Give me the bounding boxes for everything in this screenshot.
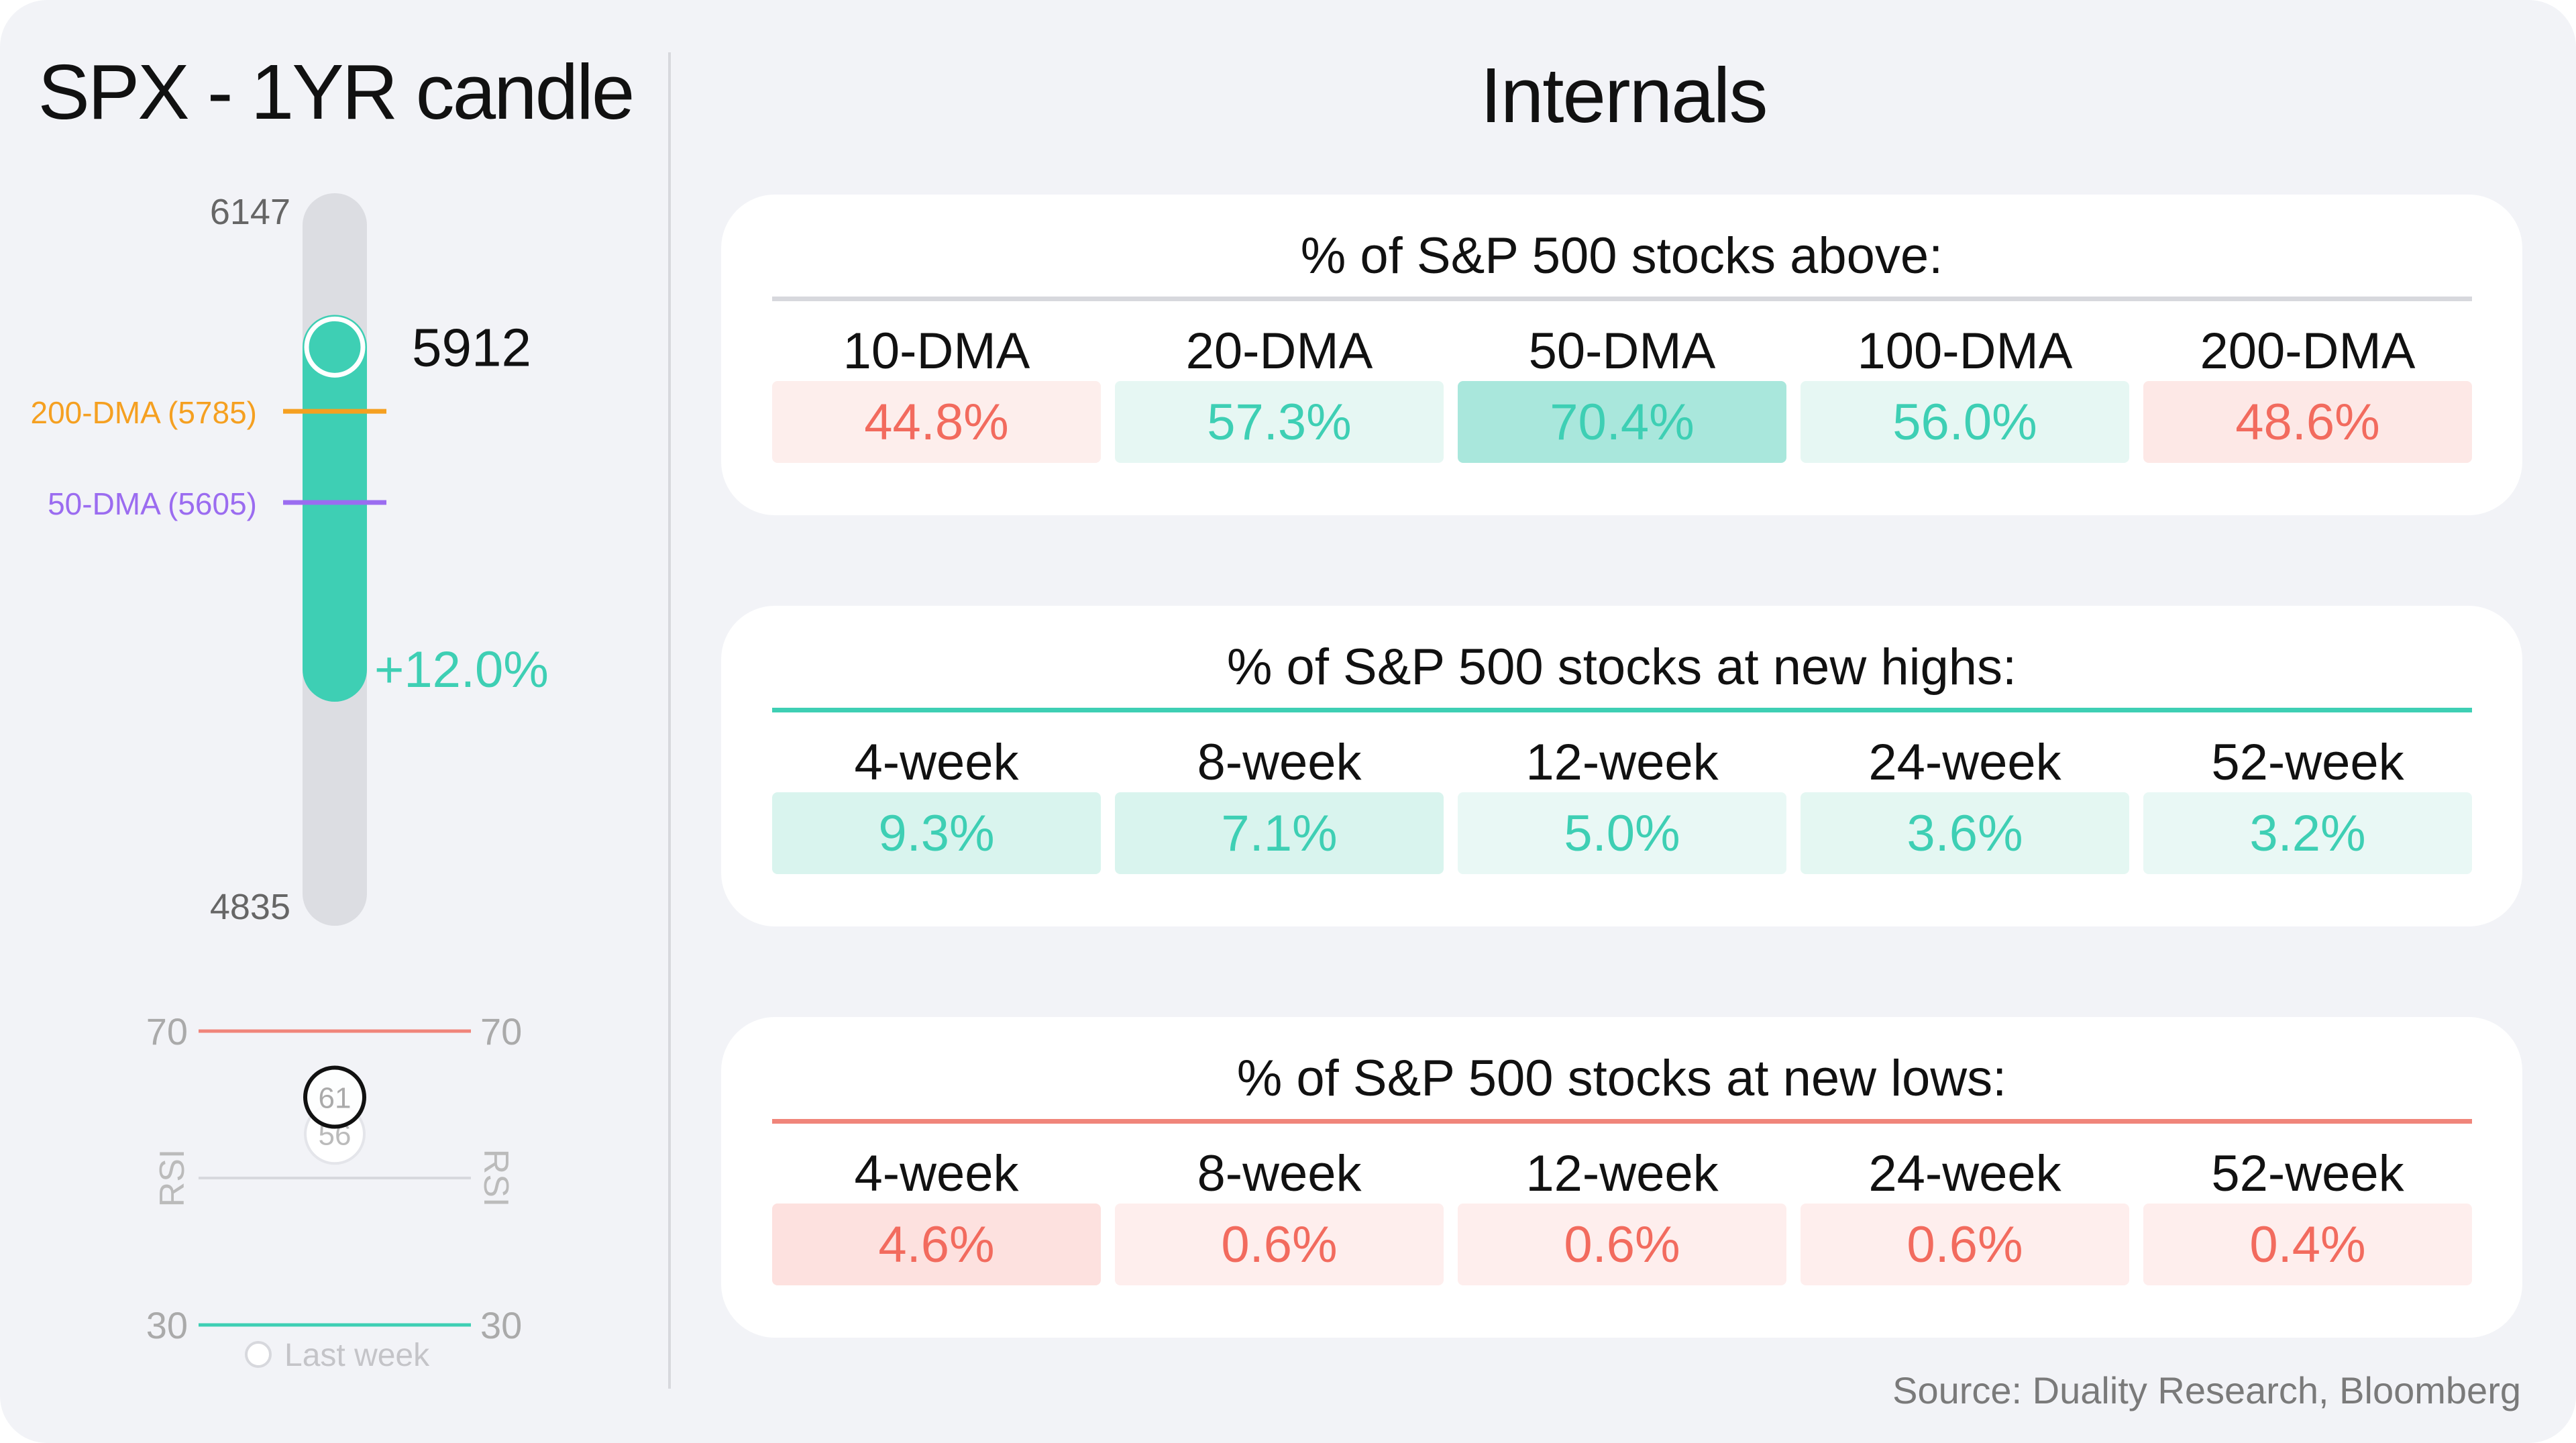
- column-header: 10-DMA: [843, 323, 1030, 380]
- cell-value: 0.6%: [1115, 1204, 1444, 1285]
- candle-and-rsi-chart: 6147 4835 200-DMA (5785) 50-DMA (5605) 5912 +…: [31, 192, 549, 1373]
- level-label-0: 200-DMA (5785): [31, 395, 258, 430]
- close-marker: [304, 316, 366, 378]
- section-divider: [668, 52, 671, 1389]
- cell-value: 0.6%: [1458, 1204, 1786, 1285]
- panel-rule: [772, 708, 2472, 712]
- internals-title: Internals: [1480, 52, 1768, 139]
- column-header: 20-DMA: [1185, 323, 1373, 380]
- column-header: 50-DMA: [1528, 323, 1716, 380]
- cell-value: 48.6%: [2143, 381, 2472, 463]
- column-header: 8-week: [1197, 734, 1362, 791]
- rsi-current-marker: [303, 1065, 366, 1129]
- cell-value: 7.1%: [1115, 792, 1444, 874]
- column-header: 4-week: [854, 734, 1019, 791]
- column-header: 4-week: [854, 1145, 1019, 1202]
- cell-value: 3.6%: [1801, 792, 2129, 874]
- range-low-label: 4835: [210, 887, 290, 927]
- range-high-label: 6147: [210, 192, 290, 232]
- column-header: 52-week: [2211, 734, 2404, 791]
- cell-value: 57.3%: [1115, 381, 1444, 463]
- rsi-lower-label-right: 30: [480, 1304, 522, 1346]
- level-label-1: 50-DMA (5605): [48, 486, 257, 521]
- rsi-legend-label: Last week: [284, 1338, 430, 1373]
- rsi-current-value: 61: [319, 1082, 352, 1115]
- rsi-axis-label-left: RSI: [153, 1149, 192, 1208]
- panel-title: % of S&P 500 stocks above:: [1300, 227, 1943, 284]
- cell-value: 3.2%: [2143, 792, 2472, 874]
- cell-value: 9.3%: [772, 792, 1101, 874]
- column-header: 12-week: [1525, 1145, 1719, 1202]
- panel-rule: [772, 1119, 2472, 1124]
- rsi-legend-marker: [245, 1341, 272, 1368]
- panel-title: % of S&P 500 stocks at new highs:: [1226, 639, 2017, 696]
- column-header: 200-DMA: [2200, 323, 2416, 380]
- close-label: 5912: [412, 317, 531, 377]
- column-header: 24-week: [1868, 734, 2061, 791]
- rsi-upper-label-left: 70: [146, 1010, 188, 1053]
- column-header: 24-week: [1868, 1145, 2061, 1202]
- panel-rule: [772, 297, 2472, 301]
- source-note: Source: Duality Research, Bloomberg: [1892, 1369, 2521, 1411]
- column-header: 12-week: [1525, 734, 1719, 791]
- cell-value: 56.0%: [1801, 381, 2129, 463]
- panel-title: % of S&P 500 stocks at new lows:: [1236, 1050, 2007, 1107]
- panel-new-lows: % of S&P 500 stocks at new lows: 4-week 4.…: [721, 1017, 2522, 1338]
- cell-value: 5.0%: [1458, 792, 1786, 874]
- cell-value: 70.4%: [1458, 381, 1786, 463]
- rsi-upper-label-right: 70: [480, 1010, 522, 1053]
- rsi-lower-label-left: 30: [146, 1304, 188, 1346]
- cell-value: 4.6%: [772, 1204, 1101, 1285]
- cell-value: 0.4%: [2143, 1204, 2472, 1285]
- cell-value: 0.6%: [1801, 1204, 2129, 1285]
- change-label: +12.0%: [374, 641, 549, 698]
- rsi-axis-label-right: RSI: [476, 1149, 515, 1208]
- candle-title: SPX - 1YR candle: [38, 48, 635, 136]
- cell-value: 44.8%: [772, 381, 1101, 463]
- column-header: 100-DMA: [1857, 323, 2073, 380]
- panel-stocks-above: % of S&P 500 stocks above: 10-DMA 44.8% 20-…: [721, 195, 2522, 515]
- column-header: 52-week: [2211, 1145, 2404, 1202]
- column-header: 8-week: [1197, 1145, 1362, 1202]
- panel-new-highs: % of S&P 500 stocks at new highs: 4-week 9…: [721, 606, 2522, 926]
